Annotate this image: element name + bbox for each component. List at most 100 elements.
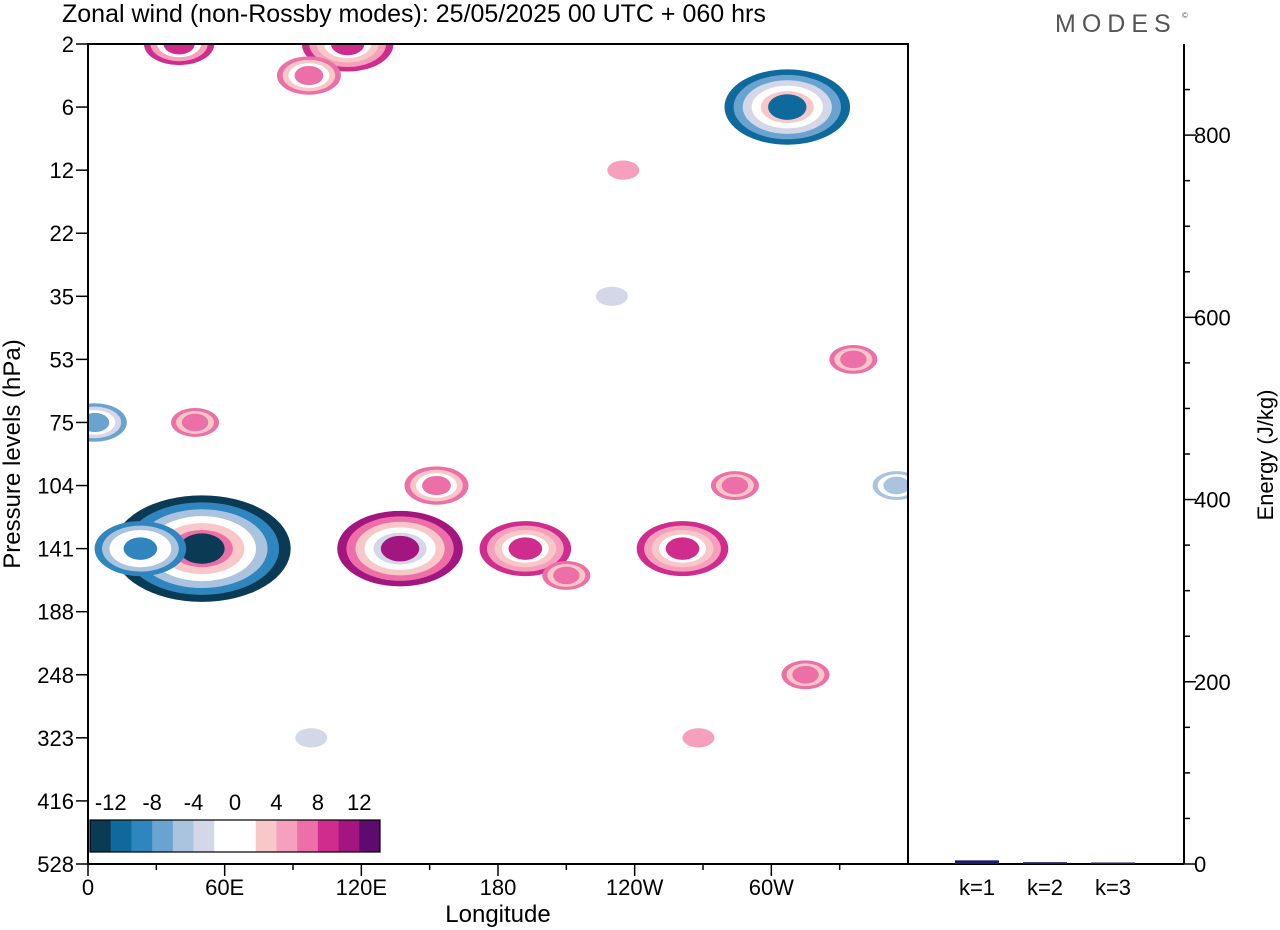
y-tick-label: 528 [37, 852, 74, 877]
y-axis: 2 6 12 22 35 53 75 104 141 188 248 323 416 528 [37, 32, 88, 877]
energy-bar [1023, 862, 1067, 864]
y-tick-label: 53 [50, 347, 74, 372]
colorbar-swatch [110, 820, 132, 852]
energy-tick-label: 400 [1194, 488, 1231, 513]
x-tick-label: 120E [336, 875, 387, 900]
energy-bars: k=1 k=2 k=3 [955, 860, 1135, 900]
y-tick-label: 2 [62, 32, 74, 57]
y-tick-label: 75 [50, 410, 74, 435]
energy-tick-label: 600 [1194, 305, 1231, 330]
colorbar-swatch [90, 820, 112, 852]
colorbar-label: 8 [312, 790, 324, 815]
colorbar-label: -4 [184, 790, 204, 815]
x-tick-label: 180 [480, 875, 517, 900]
colorbar-swatch [193, 820, 215, 852]
energy-panel: k=1 k=2 k=3 0 200 400 600 800 Energy (J/kg) [907, 44, 1278, 900]
y-tick-label: 6 [62, 95, 74, 120]
energy-bar [955, 860, 999, 864]
colorbar-swatch [297, 820, 319, 852]
wind-anomaly-feature [295, 728, 328, 748]
x-tick-label: 60W [749, 875, 794, 900]
energy-bar-label: k=3 [1095, 875, 1131, 900]
colorbar-swatch [235, 820, 257, 852]
y-tick-label: 22 [50, 221, 74, 246]
logo-mark: © [1182, 11, 1188, 20]
contour-core [687, 730, 710, 746]
wind-anomaly-feature [337, 510, 463, 587]
modes-logo: MODES © [1055, 10, 1188, 38]
y-tick-label: 248 [37, 663, 74, 688]
contour-core [840, 350, 867, 369]
colorbar-swatch [359, 820, 381, 852]
contour-core [181, 413, 209, 432]
colorbar-label: 12 [347, 790, 371, 815]
y-tick-label: 35 [50, 284, 74, 309]
wind-anomaly-feature [682, 728, 715, 748]
wind-anomaly-feature [595, 286, 628, 306]
y-tick-label: 104 [37, 474, 74, 499]
contour-core [179, 533, 225, 564]
energy-tick-label: 200 [1194, 670, 1231, 695]
wind-anomaly-feature [404, 466, 469, 505]
contour-core [721, 476, 749, 495]
contour-core [601, 289, 623, 304]
energy-bar [1091, 862, 1135, 864]
y-tick-label: 416 [37, 789, 74, 814]
colorbar-swatch [131, 820, 153, 852]
wind-anomaly-feature [872, 471, 908, 500]
colorbar-label: -8 [142, 790, 162, 815]
wind-anomaly-feature [143, 44, 215, 66]
logo-text: MODES [1055, 10, 1177, 38]
colorbar-swatch [152, 820, 174, 852]
wind-anomaly-feature [88, 403, 127, 442]
colorbar-swatch [214, 820, 236, 852]
energy-bar-label: k=2 [1027, 875, 1063, 900]
contour-core [792, 665, 819, 684]
colorbar-label: 0 [229, 790, 241, 815]
wind-anomaly-feature [781, 660, 830, 690]
colorbar-frame [89, 819, 381, 853]
contour-core [123, 537, 158, 560]
wind-anomaly-feature [276, 56, 341, 95]
x-tick-label: 0 [82, 875, 94, 900]
wind-anomaly-feature [94, 521, 187, 577]
colorbar-swatch [276, 820, 298, 852]
wind-anomaly-feature [636, 521, 729, 577]
contour-core [163, 44, 195, 55]
wind-anomaly-feature [829, 344, 878, 374]
colorbar-swatch [317, 820, 340, 852]
y-tick-label: 188 [37, 600, 74, 625]
y-tick-label: 12 [50, 158, 74, 183]
y-tick-label: 323 [37, 726, 74, 751]
contour-core [768, 94, 807, 120]
energy-axis: 0 200 400 600 800 [1184, 88, 1231, 877]
colorbar-label: -12 [95, 790, 127, 815]
energy-bar-label: k=1 [959, 875, 995, 900]
wind-anomaly-feature [171, 408, 220, 437]
contour-core [422, 475, 451, 496]
contour-core [380, 535, 420, 562]
x-axis-label: Longitude [445, 901, 550, 928]
chart-title: Zonal wind (non-Rossby modes): 25/05/202… [62, 0, 766, 28]
energy-axis-label: Energy (J/kg) [1253, 390, 1278, 521]
heatmap-panel: 0 60E 120E 180 120W 60W 2 6 12 22 35 53 75 104 141 188… [0, 32, 909, 928]
colorbar-swatch [338, 820, 360, 852]
y-tick-label: 141 [37, 537, 74, 562]
contour-core [300, 730, 323, 746]
x-tick-label: 60E [205, 875, 244, 900]
contour-core [883, 476, 908, 495]
wind-anomaly-feature [710, 471, 759, 500]
wind-anomaly-feature [542, 561, 591, 590]
wind-anomaly-feature [607, 160, 640, 180]
colorbar-label: 4 [270, 790, 282, 815]
contour-core [508, 537, 543, 560]
colorbar-legend: -12 -8 -4 0 4 8 12 [89, 790, 381, 853]
colorbar-swatch [255, 820, 277, 852]
contour-field [88, 44, 908, 748]
x-axis: 0 60E 120E 180 120W 60W [82, 864, 841, 900]
colorbar-swatch [172, 820, 195, 852]
wind-anomaly-feature [724, 69, 851, 145]
energy-tick-label: 800 [1194, 123, 1231, 148]
wind-anomaly-feature [479, 521, 572, 577]
